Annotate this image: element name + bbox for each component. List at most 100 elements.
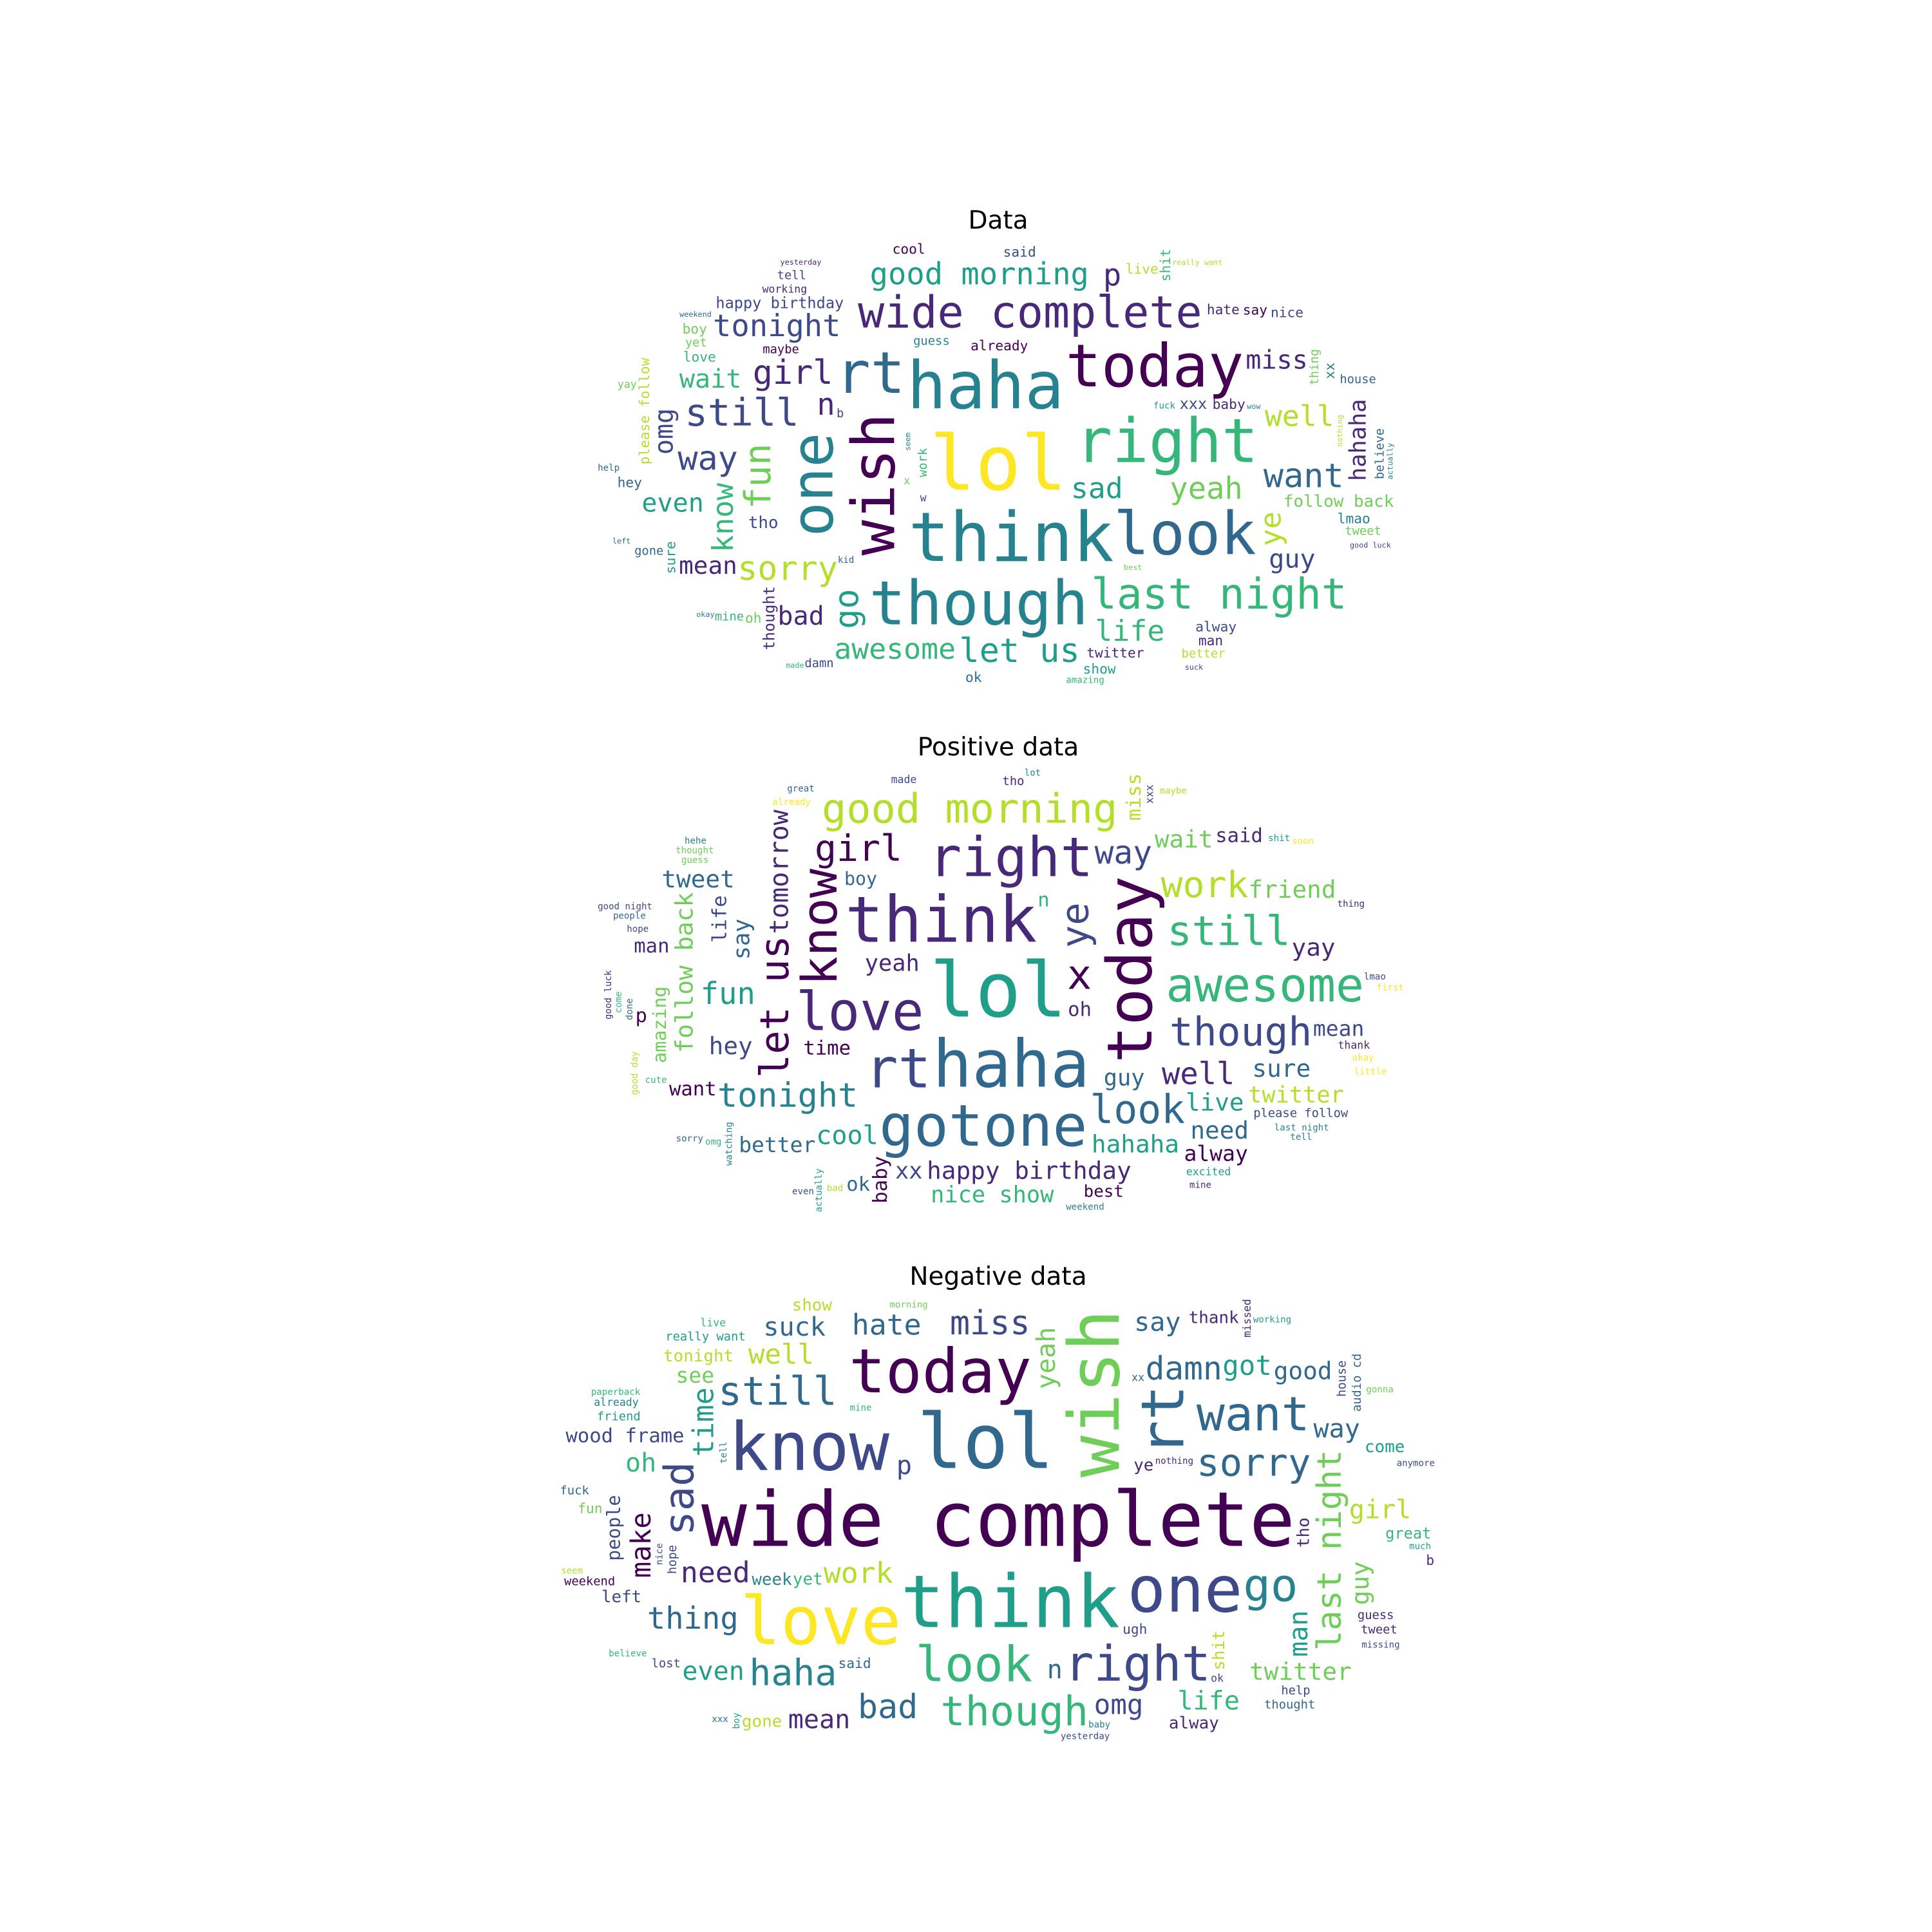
cloud-word: damn xyxy=(1146,1350,1222,1387)
cloud-word: excited xyxy=(1186,1166,1231,1178)
cloud-word: know xyxy=(706,483,740,553)
cloud-word: seem xyxy=(561,1566,583,1576)
cloud-word: tho xyxy=(1003,775,1025,788)
cloud-word: still xyxy=(718,1369,837,1415)
cloud-word: first xyxy=(1376,983,1403,993)
cloud-word: little xyxy=(1354,1067,1387,1077)
cloud-word: watching xyxy=(724,1122,735,1166)
cloud-word: rt xyxy=(866,1037,931,1101)
cloud-word: last night xyxy=(1091,569,1347,619)
cloud-word: twitter xyxy=(1248,1082,1344,1108)
cloud-word: mine xyxy=(850,1403,872,1414)
cloud-word: live xyxy=(700,1316,726,1329)
cloud-word: n xyxy=(817,387,835,422)
cloud-word: one xyxy=(780,433,847,537)
cloud-word: p xyxy=(635,1005,647,1027)
cloud-word: lol xyxy=(930,420,1067,508)
cloud-word: need xyxy=(681,1555,750,1589)
panel-title: Positive data xyxy=(917,733,1079,762)
cloud-word: got xyxy=(1222,1350,1272,1381)
cloud-word: nice show xyxy=(931,1182,1054,1208)
cloud-word: awesome xyxy=(834,632,956,666)
cloud-word: xx xyxy=(1321,363,1338,379)
cloud-word: wide complete xyxy=(858,288,1202,339)
cloud-word: yay xyxy=(1292,933,1336,961)
cloud-word: nothing xyxy=(1155,1456,1193,1466)
cloud-word: lol xyxy=(930,947,1067,1035)
cloud-word: hey xyxy=(618,475,642,491)
cloud-word: mean xyxy=(679,551,737,580)
cloud-word: made xyxy=(891,773,917,786)
cloud-word: thought xyxy=(1264,1698,1315,1712)
cloud-word: suck xyxy=(1185,663,1203,672)
cloud-word: gotone xyxy=(879,1093,1087,1160)
cloud-word: tonight xyxy=(717,1077,858,1115)
cloud-word: mean xyxy=(788,1705,851,1734)
cloud-word: think xyxy=(901,1560,1120,1645)
cloud-word: though xyxy=(1170,1010,1312,1056)
cloud-word: oh xyxy=(625,1448,656,1478)
cloud-word: ye xyxy=(1053,902,1097,948)
cloud-word: follow back xyxy=(1283,492,1394,511)
cloud-word: missing xyxy=(1361,1640,1399,1650)
cloud-word: cool xyxy=(816,1121,878,1151)
cloud-word: good xyxy=(1274,1357,1332,1385)
panel-title: Negative data xyxy=(909,1262,1087,1291)
cloud-word: yet xyxy=(793,1570,823,1589)
cloud-word: paperback xyxy=(591,1387,641,1397)
cloud-word: people xyxy=(603,1495,624,1560)
cloud-word: yet xyxy=(685,336,707,350)
cloud-word: already xyxy=(594,1396,639,1408)
cloud-word: rt xyxy=(1129,1385,1198,1456)
cloud-word: even xyxy=(682,1657,744,1687)
cloud-word: haha xyxy=(907,348,1064,424)
cloud-word: cute xyxy=(645,1075,667,1085)
cloud-word: think xyxy=(845,883,1037,957)
cloud-word: live xyxy=(1186,1088,1244,1116)
cloud-word: friend xyxy=(597,1410,641,1424)
cloud-word: left xyxy=(612,536,630,545)
cloud-word: say xyxy=(729,919,755,960)
cloud-word: thank xyxy=(1338,1039,1370,1051)
cloud-word: oh xyxy=(1068,999,1092,1021)
cloud-word: maybe xyxy=(1160,786,1187,796)
cloud-word: say xyxy=(1243,301,1267,317)
cloud-word: last night xyxy=(1311,1450,1349,1651)
cloud-word: p xyxy=(1103,258,1121,293)
cloud-word: wow xyxy=(1247,402,1261,411)
cloud-word: kid xyxy=(838,555,854,565)
cloud-word: hahaha xyxy=(1345,399,1371,481)
cloud-word: even xyxy=(641,489,704,518)
cloud-word: yesterday xyxy=(781,258,822,267)
cloud-word: hope xyxy=(627,924,649,934)
cloud-word: wish xyxy=(1054,1309,1136,1477)
cloud-word: hehe xyxy=(685,836,706,846)
cloud-word: shit xyxy=(1268,833,1290,844)
cloud-word: gone xyxy=(634,544,663,558)
cloud-word: awesome xyxy=(1166,958,1364,1013)
cloud-word: baby xyxy=(1213,396,1245,412)
cloud-word: let us xyxy=(960,632,1080,670)
cloud-word: hey xyxy=(709,1032,753,1060)
cloud-word: way xyxy=(1314,1414,1360,1444)
cloud-word: want xyxy=(1197,1387,1310,1442)
cloud-word: think xyxy=(909,498,1114,577)
cloud-word: lot xyxy=(1025,768,1041,778)
cloud-word: bad xyxy=(827,1184,843,1194)
cloud-word: still xyxy=(1167,907,1290,954)
cloud-word: love xyxy=(741,1583,902,1660)
cloud-word: best xyxy=(1084,1182,1124,1202)
cloud-word: fuck xyxy=(560,1484,589,1498)
cloud-word: guy xyxy=(1269,544,1315,574)
cloud-word: good day xyxy=(630,1051,640,1095)
cloud-word: fuck xyxy=(1153,401,1175,412)
cloud-word: morning xyxy=(889,1300,927,1310)
cloud-word: said xyxy=(1215,825,1263,848)
cloud-word: well xyxy=(1162,1057,1235,1092)
cloud-word: well xyxy=(748,1339,814,1370)
cloud-word: amazing xyxy=(649,987,670,1063)
cloud-word: show xyxy=(1083,661,1116,677)
cloud-word: nice xyxy=(1271,305,1303,321)
cloud-word: rt xyxy=(836,340,905,407)
cloud-word: baby xyxy=(869,1156,892,1204)
